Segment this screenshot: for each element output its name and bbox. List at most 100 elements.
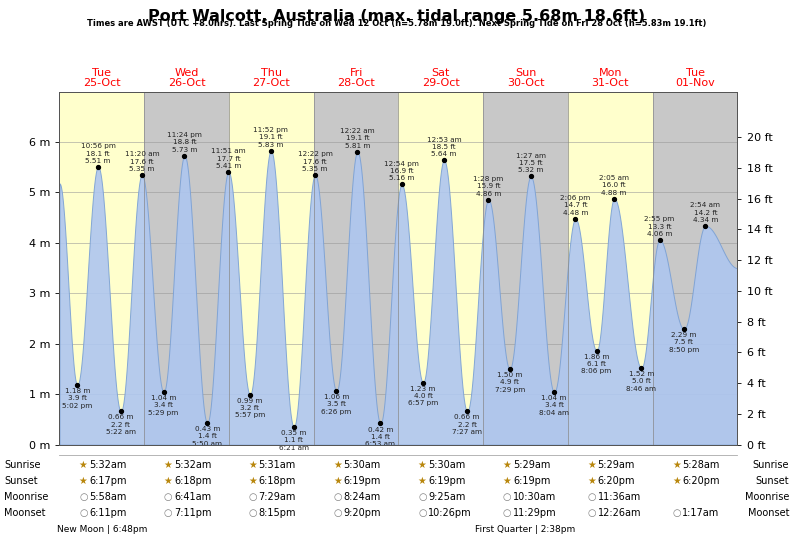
- Text: 8:15pm: 8:15pm: [259, 508, 296, 518]
- Text: Times are AWST (UTC +8.0hrs). Last Spring Tide on Wed 12 Oct (h=5.78m 19.0ft). N: Times are AWST (UTC +8.0hrs). Last Sprin…: [86, 19, 707, 29]
- Text: 1:17am: 1:17am: [683, 508, 720, 518]
- Text: 0.43 m
1.4 ft
5:50 am: 0.43 m 1.4 ft 5:50 am: [192, 426, 222, 446]
- Text: First Quarter | 2:38pm: First Quarter | 2:38pm: [476, 525, 576, 534]
- Text: 11:51 am
17.7 ft
5.41 m: 11:51 am 17.7 ft 5.41 m: [211, 148, 246, 169]
- Text: 9:20pm: 9:20pm: [343, 508, 381, 518]
- Text: ○: ○: [503, 508, 511, 518]
- Text: 6:19pm: 6:19pm: [513, 476, 550, 486]
- Text: Wed: Wed: [174, 68, 199, 78]
- Text: Sat: Sat: [431, 68, 450, 78]
- Text: ★: ★: [672, 460, 681, 469]
- Text: 10:26pm: 10:26pm: [428, 508, 472, 518]
- Text: ★: ★: [248, 476, 257, 486]
- Text: ○: ○: [333, 508, 342, 518]
- Text: 2:54 am
14.2 ft
4.34 m: 2:54 am 14.2 ft 4.34 m: [691, 202, 720, 223]
- Text: 5:31am: 5:31am: [259, 460, 296, 469]
- Text: 25-Oct: 25-Oct: [83, 78, 121, 88]
- Text: ○: ○: [248, 508, 257, 518]
- Text: ★: ★: [79, 460, 87, 469]
- Text: 30-Oct: 30-Oct: [507, 78, 544, 88]
- Text: 12:26am: 12:26am: [598, 508, 642, 518]
- Text: 9:25am: 9:25am: [428, 492, 465, 502]
- Text: 1:27 am
17.5 ft
5.32 m: 1:27 am 17.5 ft 5.32 m: [515, 153, 546, 174]
- Text: ★: ★: [163, 460, 172, 469]
- Text: New Moon | 6:48pm: New Moon | 6:48pm: [56, 525, 147, 534]
- Text: 11:24 pm
18.8 ft
5.73 m: 11:24 pm 18.8 ft 5.73 m: [167, 132, 202, 153]
- Text: Sun: Sun: [515, 68, 536, 78]
- Text: ★: ★: [503, 476, 511, 486]
- Text: Moonset: Moonset: [4, 508, 45, 518]
- Text: 1.04 m
3.4 ft
5:29 pm: 1.04 m 3.4 ft 5:29 pm: [148, 395, 178, 416]
- Text: ○: ○: [79, 508, 87, 518]
- Text: Mon: Mon: [599, 68, 623, 78]
- Text: ★: ★: [333, 460, 342, 469]
- Text: 5:29am: 5:29am: [598, 460, 635, 469]
- Text: 5:58am: 5:58am: [89, 492, 127, 502]
- Text: Moonset: Moonset: [748, 508, 789, 518]
- Text: 5:30am: 5:30am: [343, 460, 381, 469]
- Text: ○: ○: [248, 492, 257, 502]
- Bar: [314, 92, 398, 445]
- Text: 12:53 am
18.5 ft
5.64 m: 12:53 am 18.5 ft 5.64 m: [427, 137, 462, 157]
- Text: ★: ★: [672, 476, 681, 486]
- Text: 1.06 m
3.5 ft
6:26 pm: 1.06 m 3.5 ft 6:26 pm: [321, 394, 351, 414]
- Text: ○: ○: [333, 492, 342, 502]
- Text: 6:18pm: 6:18pm: [174, 476, 211, 486]
- Text: ★: ★: [79, 476, 87, 486]
- Text: 0.66 m
2.2 ft
5:22 am: 0.66 m 2.2 ft 5:22 am: [105, 414, 136, 435]
- Text: 1.52 m
5.0 ft
8:46 am: 1.52 m 5.0 ft 8:46 am: [626, 371, 657, 391]
- Text: 5:30am: 5:30am: [428, 460, 465, 469]
- Text: ○: ○: [79, 492, 87, 502]
- Text: 6:19pm: 6:19pm: [343, 476, 381, 486]
- Bar: [398, 92, 483, 445]
- Text: 6:20pm: 6:20pm: [598, 476, 635, 486]
- Text: 01-Nov: 01-Nov: [675, 78, 715, 88]
- Text: ○: ○: [418, 492, 427, 502]
- Text: 1:28 pm
15.9 ft
4.86 m: 1:28 pm 15.9 ft 4.86 m: [473, 176, 504, 197]
- Text: ○: ○: [672, 508, 681, 518]
- Text: ○: ○: [503, 492, 511, 502]
- Text: ○: ○: [588, 492, 596, 502]
- Text: Sunrise: Sunrise: [753, 460, 789, 469]
- Text: 10:30am: 10:30am: [513, 492, 556, 502]
- Text: ★: ★: [418, 460, 427, 469]
- Bar: [653, 92, 737, 445]
- Text: ★: ★: [418, 476, 427, 486]
- Text: Sunset: Sunset: [756, 476, 789, 486]
- Text: 6:17pm: 6:17pm: [89, 476, 127, 486]
- Text: ★: ★: [248, 460, 257, 469]
- Text: 2:55 pm
13.3 ft
4.06 m: 2:55 pm 13.3 ft 4.06 m: [645, 216, 675, 237]
- Text: ○: ○: [418, 508, 427, 518]
- Text: 12:22 pm
17.6 ft
5.35 m: 12:22 pm 17.6 ft 5.35 m: [297, 151, 332, 172]
- Text: 8:24am: 8:24am: [343, 492, 381, 502]
- Text: 0.42 m
1.4 ft
6:53 am: 0.42 m 1.4 ft 6:53 am: [366, 426, 396, 447]
- Text: ★: ★: [503, 460, 511, 469]
- Text: 12:22 am
19.1 ft
5.81 m: 12:22 am 19.1 ft 5.81 m: [340, 128, 375, 149]
- Text: 1.18 m
3.9 ft
5:02 pm: 1.18 m 3.9 ft 5:02 pm: [62, 388, 92, 409]
- Text: 5:29am: 5:29am: [513, 460, 550, 469]
- Text: 11:20 am
17.6 ft
5.35 m: 11:20 am 17.6 ft 5.35 m: [125, 151, 159, 172]
- Text: 0.35 m
1.1 ft
6:21 am: 0.35 m 1.1 ft 6:21 am: [279, 430, 308, 451]
- Text: Port Walcott, Australia (max. tidal range 5.68m 18.6ft): Port Walcott, Australia (max. tidal rang…: [148, 9, 645, 24]
- Text: 0.99 m
3.2 ft
5:57 pm: 0.99 m 3.2 ft 5:57 pm: [235, 398, 265, 418]
- Text: Tue: Tue: [686, 68, 705, 78]
- Text: ★: ★: [333, 476, 342, 486]
- Text: Sunset: Sunset: [4, 476, 37, 486]
- Text: 6:20pm: 6:20pm: [683, 476, 720, 486]
- Text: 1.86 m
6.1 ft
8:06 pm: 1.86 m 6.1 ft 8:06 pm: [581, 354, 611, 375]
- Bar: [568, 92, 653, 445]
- Bar: [229, 92, 314, 445]
- Text: Sunrise: Sunrise: [4, 460, 40, 469]
- Text: 2.29 m
7.5 ft
8:50 pm: 2.29 m 7.5 ft 8:50 pm: [668, 332, 699, 353]
- Text: ○: ○: [164, 508, 172, 518]
- Text: ★: ★: [163, 476, 172, 486]
- Text: 5:32am: 5:32am: [174, 460, 211, 469]
- Text: 31-Oct: 31-Oct: [592, 78, 629, 88]
- Text: 28-Oct: 28-Oct: [337, 78, 375, 88]
- Text: 6:41am: 6:41am: [174, 492, 211, 502]
- Text: 2:05 am
16.0 ft
4.88 m: 2:05 am 16.0 ft 4.88 m: [600, 175, 629, 196]
- Text: 2:06 pm
14.7 ft
4.48 m: 2:06 pm 14.7 ft 4.48 m: [561, 195, 591, 216]
- Text: 0.66 m
2.2 ft
7:27 am: 0.66 m 2.2 ft 7:27 am: [452, 414, 482, 435]
- Text: 1.50 m
4.9 ft
7:29 pm: 1.50 m 4.9 ft 7:29 pm: [495, 372, 525, 392]
- Text: 27-Oct: 27-Oct: [252, 78, 290, 88]
